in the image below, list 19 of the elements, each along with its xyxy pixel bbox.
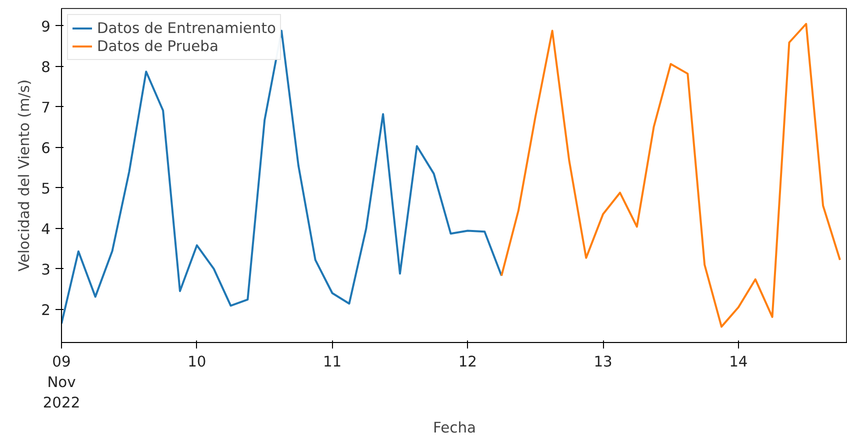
y-tick-label: 8 — [41, 58, 51, 76]
x-tick-label: 12 — [458, 354, 477, 370]
legend-label: Datos de Prueba — [97, 37, 218, 55]
x-tick-label: 10 — [188, 354, 206, 370]
x-axis-title: Fecha — [433, 419, 476, 436]
x-tick-label: 14 — [729, 354, 748, 370]
line-series — [500, 22, 841, 328]
y-tick-label: 7 — [41, 99, 51, 116]
y-tick-label: 9 — [41, 18, 51, 36]
y-tick-label: 3 — [41, 261, 51, 278]
y-tick-label: 2 — [41, 302, 51, 319]
y-tick-label: 4 — [41, 220, 51, 238]
legend-label: Datos de Entrenamiento — [97, 19, 276, 37]
y-tick-label: 6 — [41, 140, 51, 157]
y-tick-label: 5 — [41, 180, 51, 198]
x-tick-label: 09 Nov 2022 — [42, 354, 80, 412]
x-tick-label: 11 — [322, 354, 342, 370]
y-axis-title: Velocidad del Viento (m/s) — [16, 79, 34, 272]
x-tick-label: 13 — [594, 354, 612, 370]
